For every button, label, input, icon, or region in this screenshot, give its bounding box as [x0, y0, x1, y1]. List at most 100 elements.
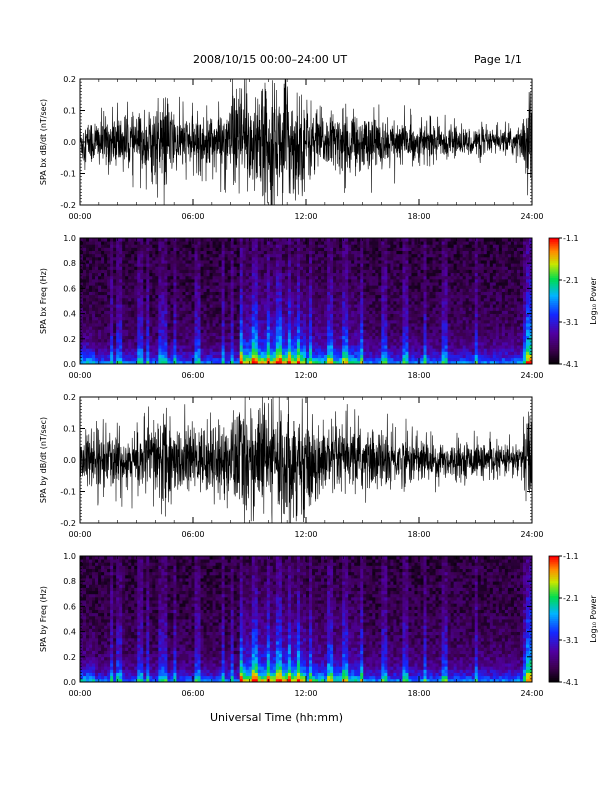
spectrogram-cell [206, 329, 210, 333]
spectrogram-cell [372, 341, 376, 346]
spectrogram-cell [290, 354, 295, 359]
spectrogram-cell [293, 360, 298, 365]
spectrogram-cell [363, 238, 367, 242]
spectrogram-cell [408, 288, 412, 292]
spectrogram-cell [83, 323, 87, 327]
spectrogram-cell [83, 341, 87, 346]
spectrogram-cell [128, 338, 132, 343]
spectrogram-cell [393, 263, 397, 267]
spectrogram-cell [426, 294, 430, 299]
spectrogram-cell [333, 244, 337, 248]
spectrogram-cell [260, 291, 265, 296]
spectrogram-cell [260, 319, 265, 324]
spectrogram-cell [405, 354, 409, 359]
spectrogram-cell [284, 278, 289, 283]
spectrogram-cell [143, 278, 147, 283]
spectrogram-cell [131, 285, 135, 289]
spectrogram-cell [239, 256, 244, 261]
spectrogram-cell [405, 329, 409, 333]
spectrogram-cell [149, 301, 153, 305]
spectrogram-cell [360, 285, 364, 289]
spectrogram-cell [296, 297, 301, 302]
spectrogram-cell [293, 310, 298, 314]
spectrogram-cell [345, 294, 349, 299]
spectrogram-cell [218, 260, 223, 264]
spectrogram-cell [315, 297, 319, 302]
spectrogram-cell [110, 338, 114, 343]
spectrogram-cell [378, 275, 382, 280]
spectrogram-cell [131, 294, 135, 299]
spectrogram-cell [351, 266, 355, 270]
spectrogram-cell [242, 278, 247, 283]
spectrogram-cell [327, 351, 331, 355]
spectrogram-cell [152, 256, 156, 261]
spectrogram-cell [95, 263, 99, 267]
spectrogram-cell [227, 313, 232, 318]
spectrogram-cell [414, 272, 418, 277]
spectrogram-cell [230, 307, 235, 311]
spectrogram-cell [348, 256, 352, 261]
spectrogram-cell [396, 285, 400, 289]
spectrogram-cell [164, 316, 168, 321]
spectrogram-cell [278, 319, 283, 324]
spectrogram-cell [272, 294, 277, 299]
spectrogram-cell [215, 294, 220, 299]
spectrogram-cell [360, 310, 364, 314]
spectrogram-cell [339, 326, 343, 330]
spectrogram-cell [167, 291, 171, 296]
spectrogram-cell [101, 241, 105, 245]
spectrogram-cell [287, 310, 292, 314]
spectrogram-cell [188, 263, 192, 267]
spectrogram-cell [200, 345, 204, 349]
spectrogram-cell [414, 241, 418, 245]
spectrogram-cell [312, 307, 316, 311]
spectrogram-cell [218, 282, 223, 286]
spectrogram-cell [438, 351, 442, 355]
spectrogram-cell [155, 326, 159, 330]
spectrogram-cell [327, 335, 331, 340]
spectrogram-cell [206, 247, 210, 251]
spectrogram-cell [363, 247, 367, 251]
spectrogram-cell [236, 332, 241, 337]
spectrogram-cell [315, 301, 319, 305]
spectrogram-cell [248, 354, 253, 359]
spectrogram-cell [161, 307, 165, 311]
spectrogram-cell [266, 250, 271, 255]
spectrogram-cell [194, 348, 198, 352]
spectrogram-cell [348, 316, 352, 321]
spectrogram-cell [233, 294, 238, 299]
spectrogram-cell [98, 241, 102, 245]
spectrogram-cell [363, 307, 367, 311]
spectrogram-cell [155, 250, 159, 255]
spectrogram-cell [242, 360, 247, 365]
spectrogram-cell [390, 316, 394, 321]
spectrogram-cell [224, 244, 229, 248]
spectrogram-cell [278, 244, 283, 248]
spectrogram-cell [435, 357, 439, 362]
spectrogram-cell [236, 319, 241, 324]
spectrogram-cell [137, 357, 141, 362]
spectrogram-cell [113, 357, 117, 362]
spectrogram-cell [318, 238, 322, 242]
spectrogram-cell [426, 360, 430, 365]
spectrogram-cell [408, 291, 412, 296]
spectrogram-cell [293, 351, 298, 355]
spectrogram-cell [429, 256, 433, 261]
spectrogram-cell [390, 282, 394, 286]
spectrogram-cell [272, 285, 277, 289]
spectrogram-cell [269, 282, 274, 286]
spectrogram-cell [149, 269, 153, 274]
spectrogram-cell [122, 266, 126, 270]
spectrogram-cell [140, 310, 144, 314]
spectrogram-cell [306, 323, 310, 327]
spectrogram-cell [173, 313, 177, 318]
spectrogram-cell [360, 316, 364, 321]
spectrogram-cell [378, 329, 382, 333]
spectrogram-cell [312, 294, 316, 299]
spectrogram-cell [116, 341, 120, 346]
spectrogram-cell [104, 250, 108, 255]
spectrogram-cell [384, 288, 388, 292]
spectrogram-cell [363, 282, 367, 286]
spectrogram-cell [80, 272, 84, 277]
spectrogram-cell [306, 348, 310, 352]
